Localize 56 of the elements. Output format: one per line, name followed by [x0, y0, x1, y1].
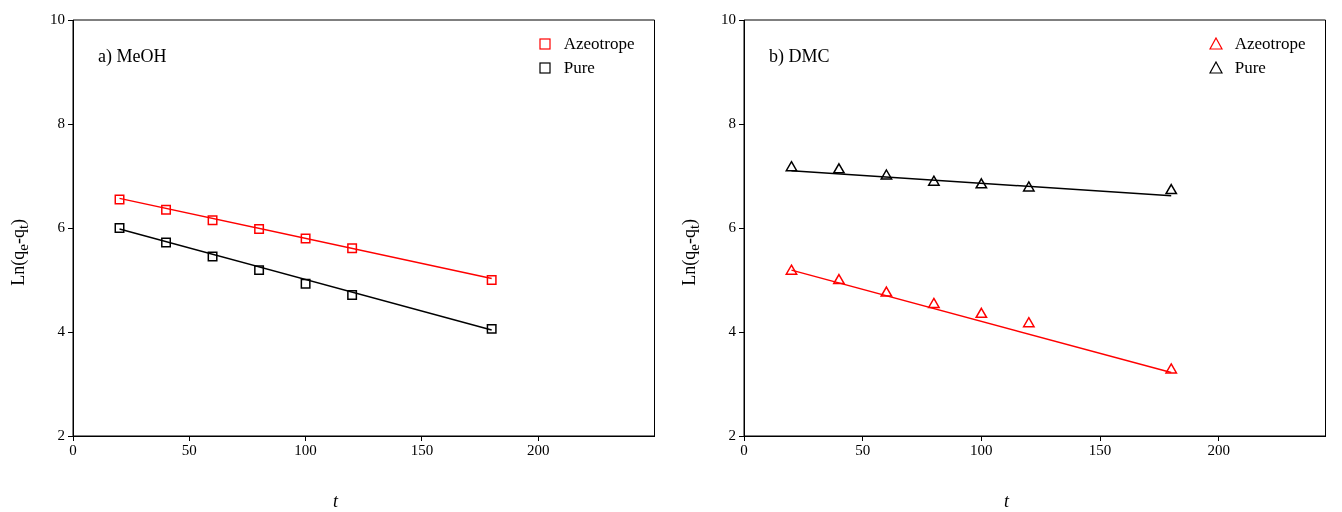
point [785, 160, 798, 172]
point [161, 237, 172, 248]
x-tick-label: 0 [69, 442, 77, 459]
y-tick-label: 4 [57, 322, 66, 339]
point [486, 323, 497, 334]
legend-label: Azeotrope [563, 33, 635, 55]
point [1022, 316, 1035, 328]
point [975, 178, 988, 189]
point [207, 251, 218, 262]
text: b) DMC [769, 45, 830, 67]
y-tick-label: 6 [57, 218, 66, 235]
point [254, 224, 265, 235]
point [161, 204, 172, 215]
x-tick-label: 100 [294, 442, 317, 459]
legend-label: Pure [1234, 57, 1266, 79]
point [347, 290, 358, 301]
point [832, 273, 845, 285]
point [832, 163, 845, 174]
y-tick-label: 10 [50, 10, 65, 27]
y-tick-label: 6 [728, 218, 737, 235]
y-tick-label: 10 [721, 10, 736, 27]
point [486, 275, 497, 285]
point [300, 233, 311, 244]
point [880, 169, 893, 180]
legend-label: Azeotrope [1234, 33, 1306, 55]
point [300, 278, 311, 289]
x-tick-label: 150 [1088, 442, 1112, 459]
y-tick-label: 2 [728, 426, 736, 443]
y-tick-label: 4 [728, 322, 737, 339]
point [975, 307, 988, 319]
y-tick-label: 2 [57, 426, 65, 443]
text: a) MeOH [98, 45, 167, 67]
point [114, 223, 125, 233]
point [114, 194, 125, 205]
point [254, 265, 265, 276]
point [1165, 183, 1178, 195]
y-tick-label: 8 [728, 114, 736, 131]
x-tick-label: 50 [855, 442, 871, 459]
point [347, 243, 358, 254]
point [927, 297, 940, 309]
x-tick-label: 0 [740, 442, 748, 459]
point [1022, 181, 1035, 192]
x-tick-label: 150 [410, 442, 434, 459]
point [880, 286, 893, 297]
point [927, 175, 940, 186]
x-axis-title: t [332, 491, 340, 512]
point [207, 215, 218, 226]
legend-label: Pure [563, 57, 595, 79]
x-tick-label: 50 [181, 442, 197, 459]
point [1165, 363, 1178, 374]
point [785, 264, 798, 275]
x-tick-label: 200 [526, 442, 550, 459]
x-tick-label: 100 [970, 442, 993, 459]
x-axis-title: t [1003, 491, 1011, 512]
x-tick-label: 200 [1207, 442, 1230, 459]
y-tick-label: 8 [57, 114, 65, 131]
